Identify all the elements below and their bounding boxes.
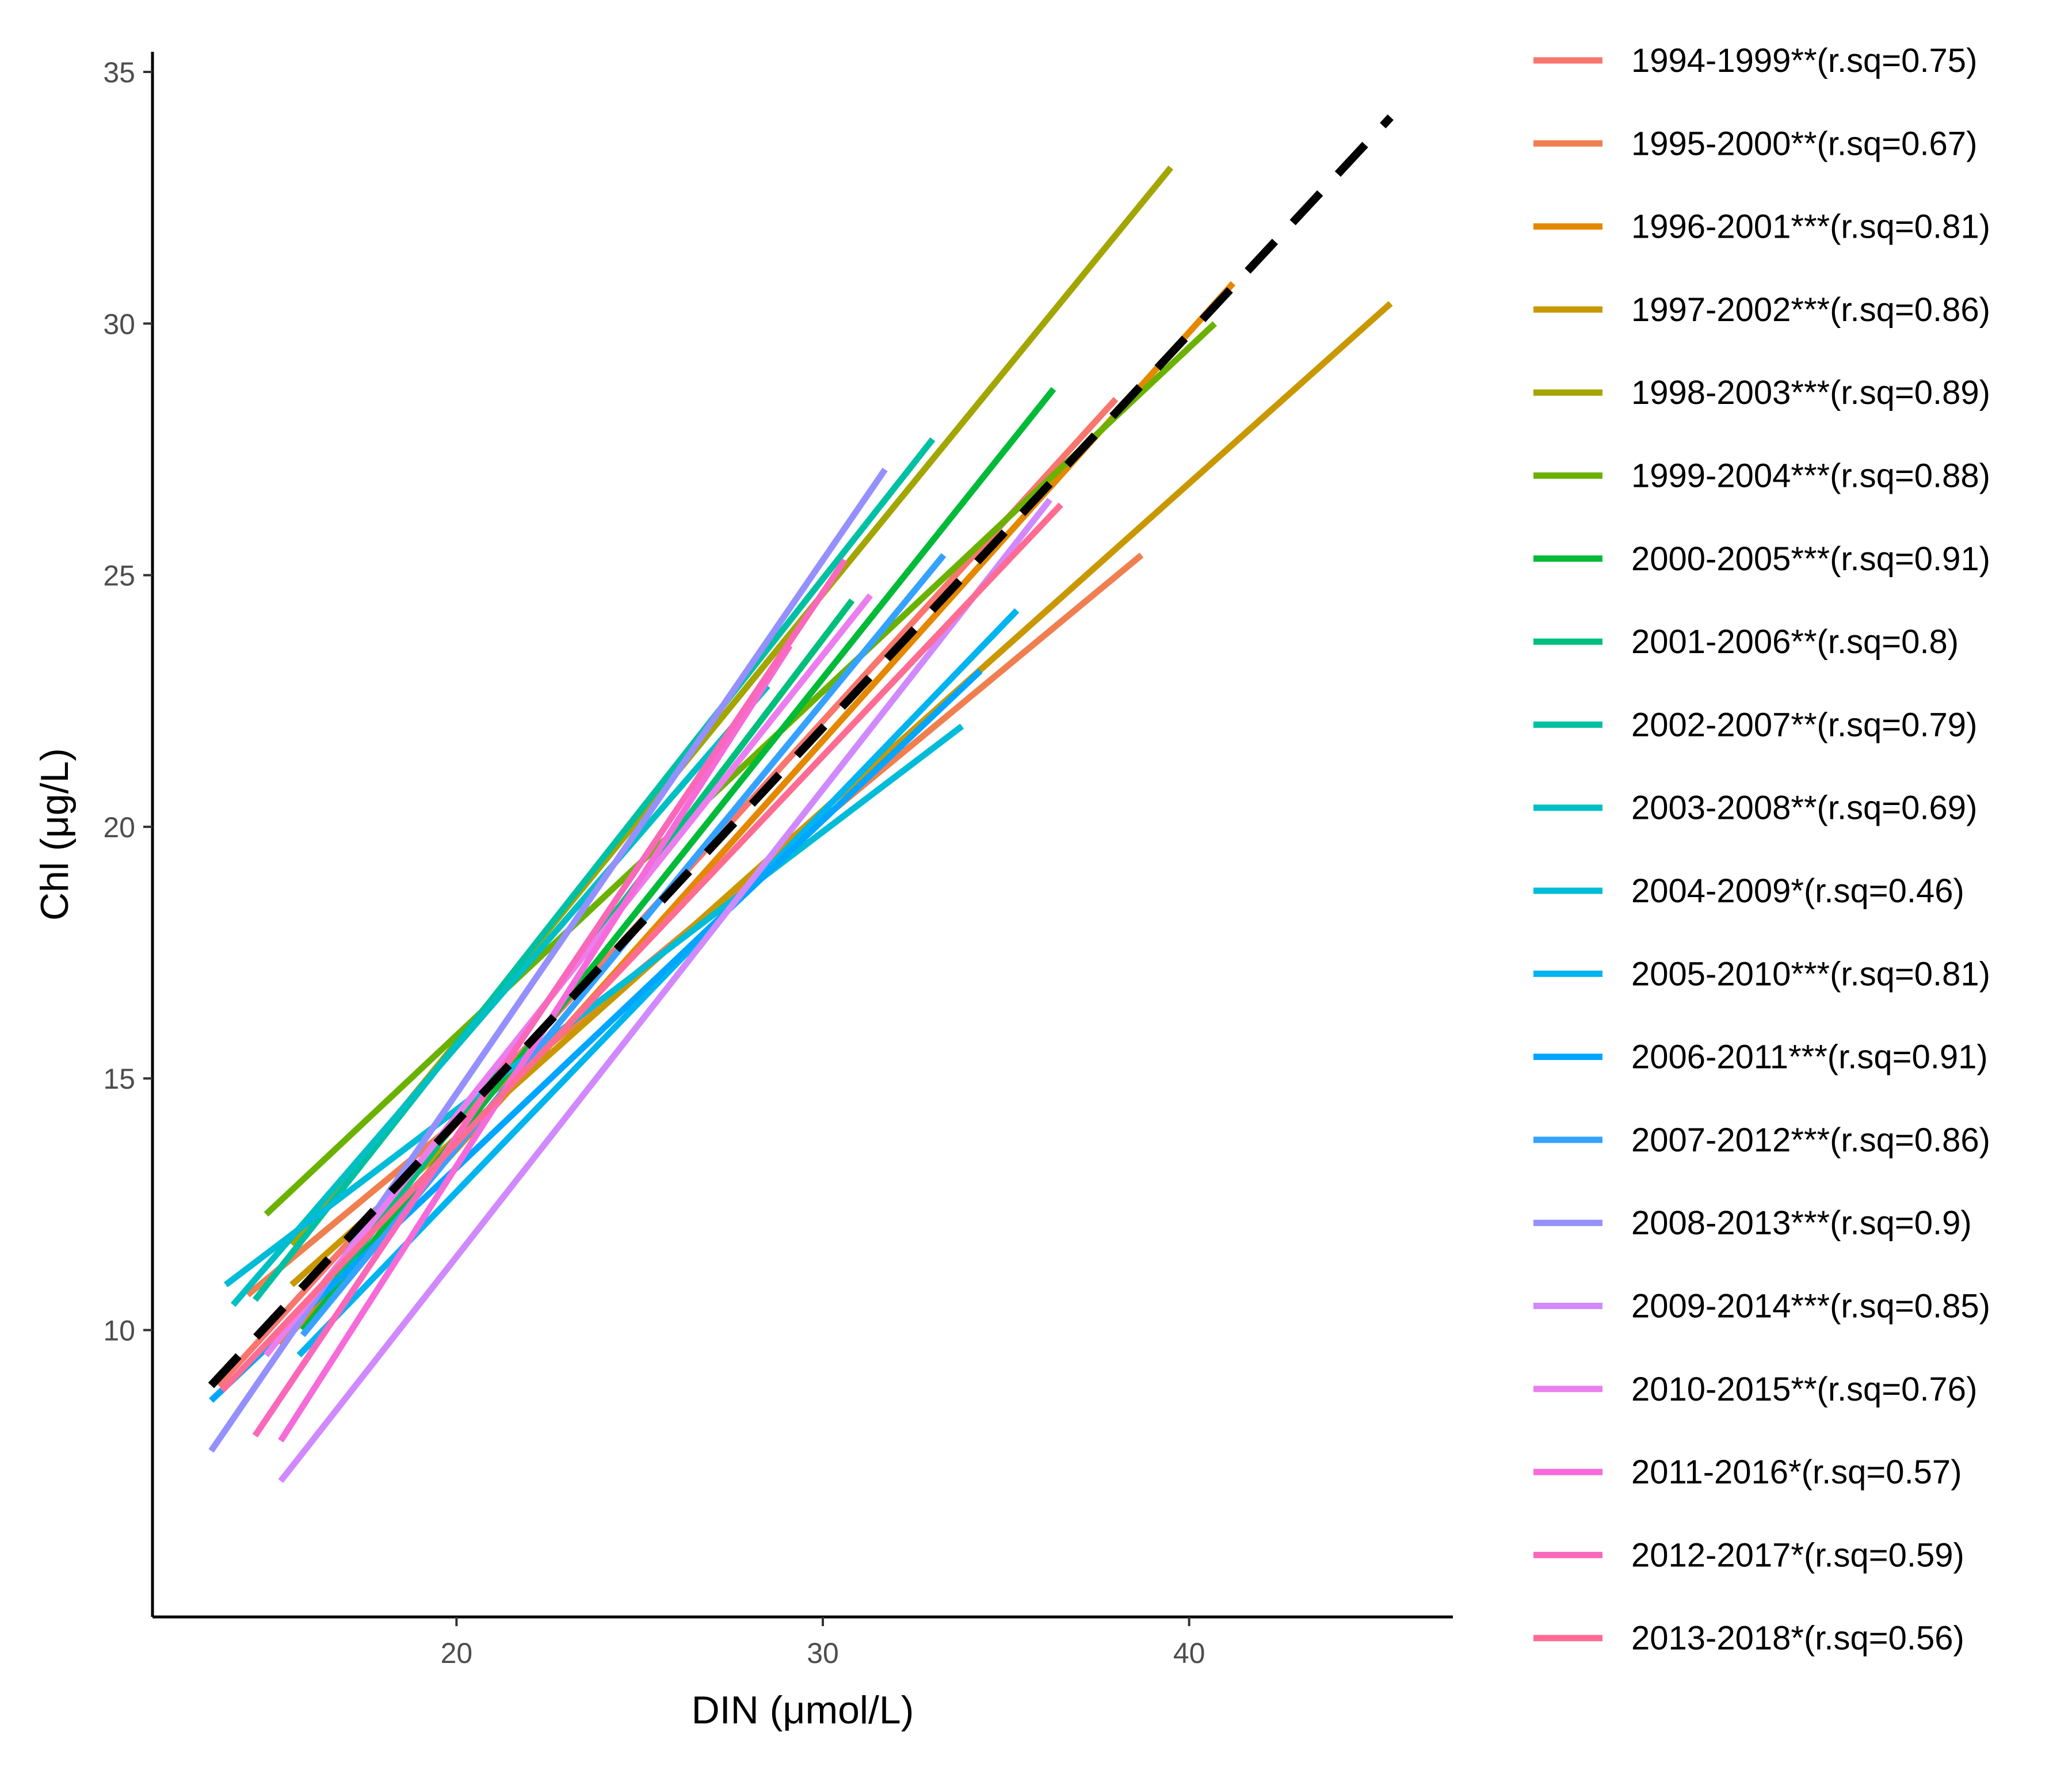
legend-label-2001-2006: 2001-2006**(r.sq=0.8) <box>1631 623 1959 661</box>
legend-label-1997-2002: 1997-2002***(r.sq=0.86) <box>1631 291 1990 329</box>
legend-label-1995-2000: 1995-2000**(r.sq=0.67) <box>1631 125 1977 162</box>
y-tick-label-4: 30 <box>103 308 135 340</box>
x-axis-title: DIN (μmol/L) <box>692 1688 914 1732</box>
legend-label-2013-2018: 2013-2018*(r.sq=0.56) <box>1631 1620 1964 1657</box>
legend-label-2003-2008: 2003-2008**(r.sq=0.69) <box>1631 789 1977 827</box>
x-tick-label-2: 40 <box>1173 1637 1205 1669</box>
y-tick-label-3: 25 <box>103 560 135 592</box>
y-axis-ticks: 10 15 20 25 30 35 <box>103 56 152 1346</box>
series-line-2003-2008 <box>230 684 770 1307</box>
series-line-2004-2009 <box>223 723 964 1288</box>
legend-label-2007-2012: 2007-2012***(r.sq=0.86) <box>1631 1121 1990 1159</box>
trend-layer <box>208 114 1394 1388</box>
legend-label-1996-2001: 1996-2001***(r.sq=0.81) <box>1631 208 1990 246</box>
legend-label-1999-2004: 1999-2004***(r.sq=0.88) <box>1631 457 1990 495</box>
y-axis-title: Chl (μg/L) <box>33 748 77 921</box>
legend-label-2008-2013: 2008-2013***(r.sq=0.9) <box>1631 1204 1972 1242</box>
series-layer <box>208 165 1393 1483</box>
legend-label-2005-2010: 2005-2010***(r.sq=0.81) <box>1631 955 1990 993</box>
series-line-2006-2011 <box>209 668 983 1403</box>
legend-label-2004-2009: 2004-2009*(r.sq=0.46) <box>1631 872 1964 910</box>
plot-panel <box>208 114 1394 1483</box>
legend-label-1998-2003: 1998-2003***(r.sq=0.89) <box>1631 374 1990 411</box>
y-tick-label-1: 15 <box>103 1063 135 1095</box>
series-line-2009-2014 <box>278 498 1053 1483</box>
series-line-2002-2007 <box>252 437 936 1302</box>
x-tick-label-1: 30 <box>807 1637 839 1669</box>
overall-trend-line <box>208 114 1394 1388</box>
legend-label-2011-2016: 2011-2016*(r.sq=0.57) <box>1631 1454 1962 1491</box>
y-tick-label-2: 20 <box>103 811 135 844</box>
x-tick-label-0: 20 <box>441 1637 473 1669</box>
legend-label-2012-2017: 2012-2017*(r.sq=0.59) <box>1631 1536 1964 1574</box>
legend-label-2009-2014: 2009-2014***(r.sq=0.85) <box>1631 1288 1990 1325</box>
legend-label-2002-2007: 2002-2007**(r.sq=0.79) <box>1631 706 1977 743</box>
series-line-2012-2017 <box>252 558 848 1438</box>
legend-label-1994-1999: 1994-1999**(r.sq=0.75) <box>1631 42 1977 79</box>
y-tick-label-5: 35 <box>103 56 135 89</box>
series-line-2011-2016 <box>278 644 793 1443</box>
legend: 1994-1999**(r.sq=0.75) 1995-2000**(r.sq=0… <box>1533 42 1990 1657</box>
legend-label-2010-2015: 2010-2015**(r.sq=0.76) <box>1631 1371 1977 1408</box>
y-tick-label-0: 10 <box>103 1314 135 1346</box>
legend-label-2006-2011: 2006-2011***(r.sq=0.91) <box>1631 1039 1988 1076</box>
series-line-2013-2018 <box>220 502 1063 1393</box>
legend-label-2000-2005: 2000-2005***(r.sq=0.91) <box>1631 540 1990 578</box>
series-line-1999-2004 <box>264 321 1217 1217</box>
x-axis-ticks: 20 30 40 <box>441 1617 1205 1669</box>
